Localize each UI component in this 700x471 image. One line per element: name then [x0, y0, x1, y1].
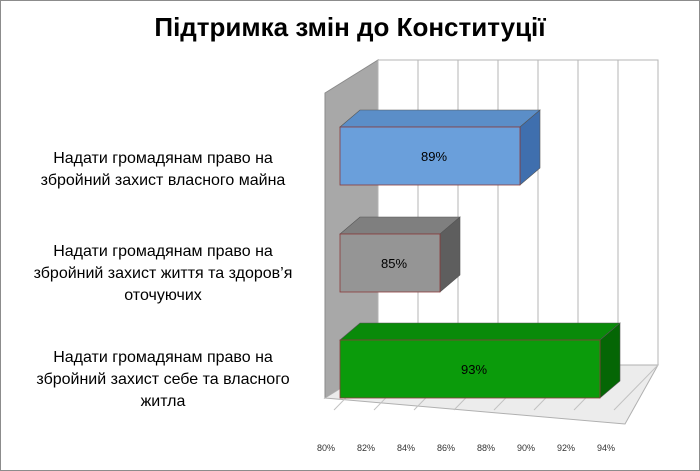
- bar-3: 93%: [339, 322, 621, 399]
- bar-top: [339, 322, 621, 341]
- bar-1: 89%: [339, 109, 541, 186]
- category-label-line: збройний захист життя та здоров’я: [33, 265, 293, 282]
- category-label-line: збройний захист себе та власного: [36, 371, 290, 388]
- chart-title: Підтримка змін до Конституції: [154, 12, 546, 42]
- floor-gridline: [613, 364, 659, 411]
- x-axis-ticks: 80% 82% 84% 86% 88% 90% 92% 94%: [317, 443, 615, 453]
- x-tick-label: 88%: [477, 443, 495, 453]
- back-wall: [377, 59, 659, 366]
- data-label: 93%: [461, 362, 487, 377]
- bar-front: [339, 339, 601, 399]
- category-label-line: збройний захист власного майна: [40, 172, 286, 189]
- category-label: Надати громадянам право на збройний захис…: [6, 148, 320, 192]
- category-label: Надати громадянам право на збройний захис…: [6, 347, 320, 413]
- category-label-line: оточуючих: [124, 287, 202, 304]
- category-label-line: Надати громадянам право на: [53, 349, 273, 366]
- x-tick-label: 86%: [437, 443, 455, 453]
- x-tick-label: 80%: [317, 443, 335, 453]
- x-tick-label: 82%: [357, 443, 375, 453]
- data-label: 89%: [421, 149, 447, 164]
- category-label-line: Надати громадянам право на: [53, 150, 273, 167]
- bar-front: [339, 126, 521, 186]
- bar-2: 85%: [339, 216, 461, 293]
- bars: 89% 85% 93%: [339, 109, 621, 399]
- category-label-line: Надати громадянам право на: [53, 243, 273, 260]
- bar-front: [339, 233, 441, 293]
- x-tick-label: 94%: [597, 443, 615, 453]
- x-tick-label: 84%: [397, 443, 415, 453]
- x-tick-label: 90%: [517, 443, 535, 453]
- category-label-line: житла: [140, 393, 186, 410]
- bar-top: [339, 109, 541, 128]
- bar-top: [339, 216, 461, 235]
- data-label: 85%: [381, 256, 407, 271]
- category-label: Надати громадянам право на збройний захис…: [6, 241, 320, 307]
- x-tick-label: 92%: [557, 443, 575, 453]
